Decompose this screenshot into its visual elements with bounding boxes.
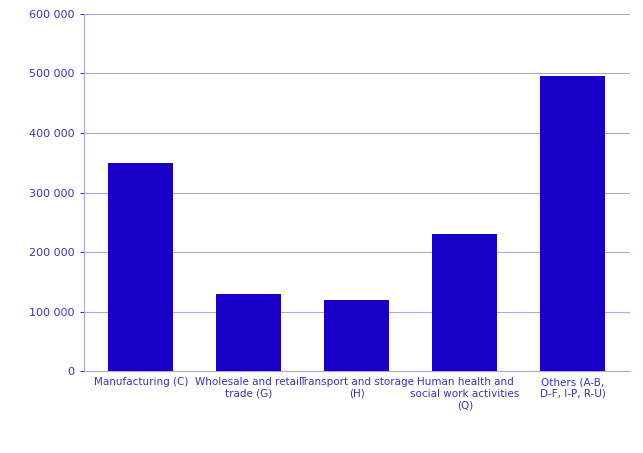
Bar — [217, 294, 281, 371]
Bar — [541, 76, 605, 371]
Bar — [433, 234, 497, 371]
Bar — [325, 300, 389, 371]
Bar — [109, 163, 173, 371]
